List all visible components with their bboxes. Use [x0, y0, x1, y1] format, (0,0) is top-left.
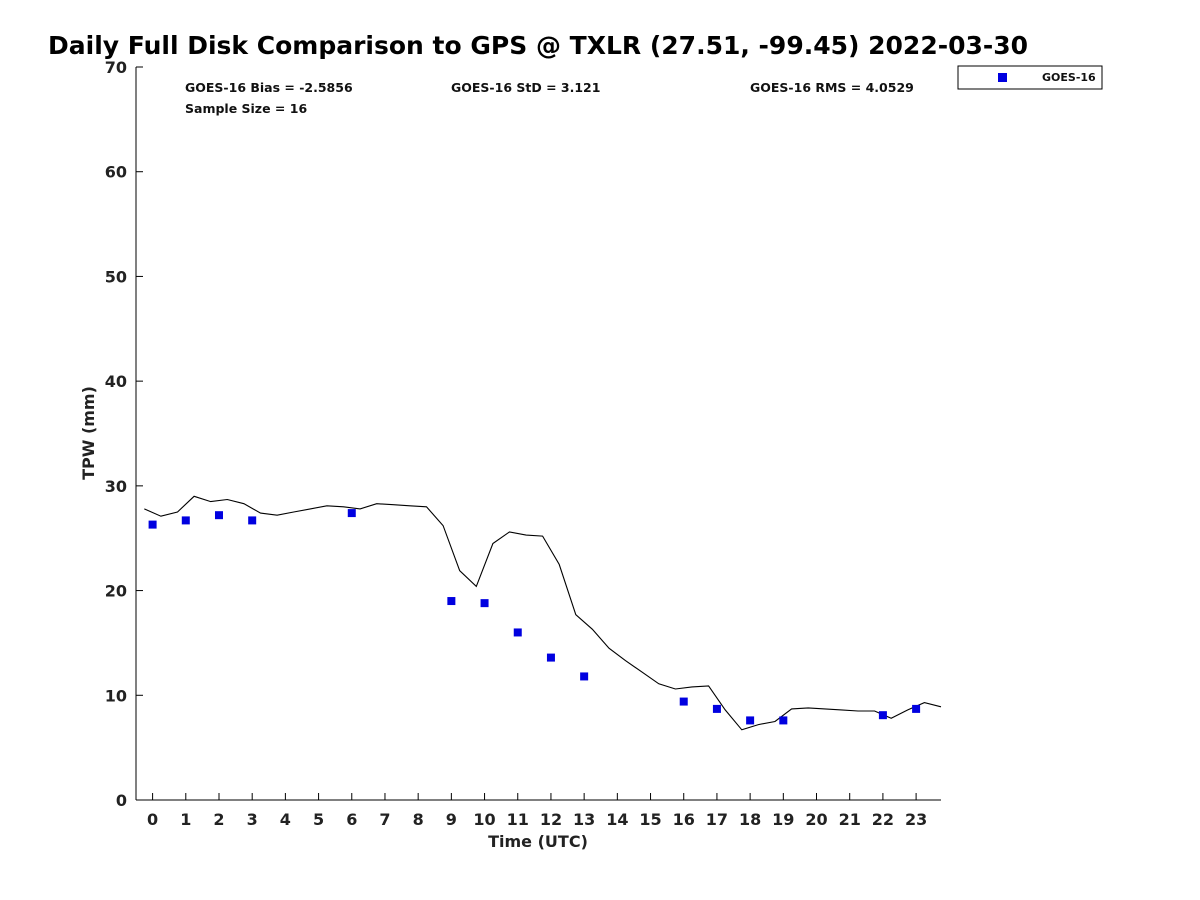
x-tick-label: 7 — [379, 810, 390, 829]
y-tick-label: 40 — [105, 372, 127, 391]
y-axis-ticks: 0 10 20 30 40 50 60 70 — [105, 58, 143, 810]
goes16-data-point — [214, 511, 223, 520]
y-tick-label: 50 — [105, 267, 127, 286]
legend-label-goes16: GOES-16 — [1042, 71, 1096, 84]
goes16-data-point — [712, 704, 721, 713]
x-tick-label: 3 — [247, 810, 258, 829]
goes16-data-point — [148, 520, 157, 529]
legend-box — [957, 65, 1103, 90]
goes16-data-point — [546, 653, 555, 662]
bias-stat: GOES-16 Bias = -2.5856 — [185, 80, 353, 95]
gps-tpw-line — [144, 495, 942, 731]
x-tick-label: 18 — [739, 810, 761, 829]
y-tick-label: 60 — [105, 163, 127, 182]
y-tick-label: 10 — [105, 686, 127, 705]
x-tick-label: 15 — [639, 810, 661, 829]
x-tick-label: 0 — [147, 810, 158, 829]
y-tick-label: 0 — [116, 791, 127, 810]
legend: GOES-16 — [957, 65, 1103, 90]
goes16-data-point — [912, 704, 921, 713]
goes16-data-point — [580, 672, 589, 681]
plot-area — [135, 67, 941, 801]
sample-size-stat: Sample Size = 16 — [185, 101, 307, 116]
rms-stat: GOES-16 RMS = 4.0529 — [750, 80, 914, 95]
goes16-data-point — [878, 711, 887, 720]
x-tick-label: 10 — [473, 810, 495, 829]
goes16-data-point — [480, 599, 489, 608]
y-tick-label: 30 — [105, 477, 127, 496]
goes16-data-point — [513, 628, 522, 637]
legend-marker-goes16 — [998, 73, 1007, 82]
y-axis-label: TPW (mm) — [79, 386, 98, 480]
x-tick-label: 4 — [280, 810, 291, 829]
x-tick-label: 13 — [573, 810, 595, 829]
x-tick-label: 8 — [413, 810, 424, 829]
x-axis-label: Time (UTC) — [488, 832, 588, 851]
goes16-data-point — [779, 716, 788, 725]
x-tick-label: 16 — [673, 810, 695, 829]
goes16-data-point — [447, 597, 456, 606]
y-tick-label: 20 — [105, 582, 127, 601]
x-tick-label: 14 — [606, 810, 628, 829]
x-tick-label: 19 — [772, 810, 794, 829]
x-tick-label: 22 — [872, 810, 894, 829]
x-tick-label: 2 — [213, 810, 224, 829]
chart-title: Daily Full Disk Comparison to GPS @ TXLR… — [48, 31, 1028, 60]
x-tick-label: 1 — [180, 810, 191, 829]
x-tick-label: 20 — [805, 810, 827, 829]
x-tick-label: 9 — [446, 810, 457, 829]
x-axis-ticks: 0 1 2 3 4 5 6 7 8 9 10 11 12 13 14 15 16 17 18 19 20 21 22 23 — [147, 793, 927, 829]
goes16-data-point — [181, 516, 190, 525]
goes16-data-point — [347, 509, 356, 518]
std-stat: GOES-16 StD = 3.121 — [451, 80, 600, 95]
goes16-data-point — [679, 697, 688, 706]
x-tick-label: 11 — [507, 810, 529, 829]
x-tick-label: 5 — [313, 810, 324, 829]
x-tick-label: 17 — [706, 810, 728, 829]
goes16-data-point — [248, 516, 257, 525]
x-tick-label: 21 — [839, 810, 861, 829]
y-tick-label: 70 — [105, 58, 127, 77]
x-tick-label: 23 — [905, 810, 927, 829]
x-tick-label: 6 — [346, 810, 357, 829]
goes16-data-point — [746, 716, 755, 725]
x-tick-label: 12 — [540, 810, 562, 829]
series-layer — [144, 495, 942, 731]
